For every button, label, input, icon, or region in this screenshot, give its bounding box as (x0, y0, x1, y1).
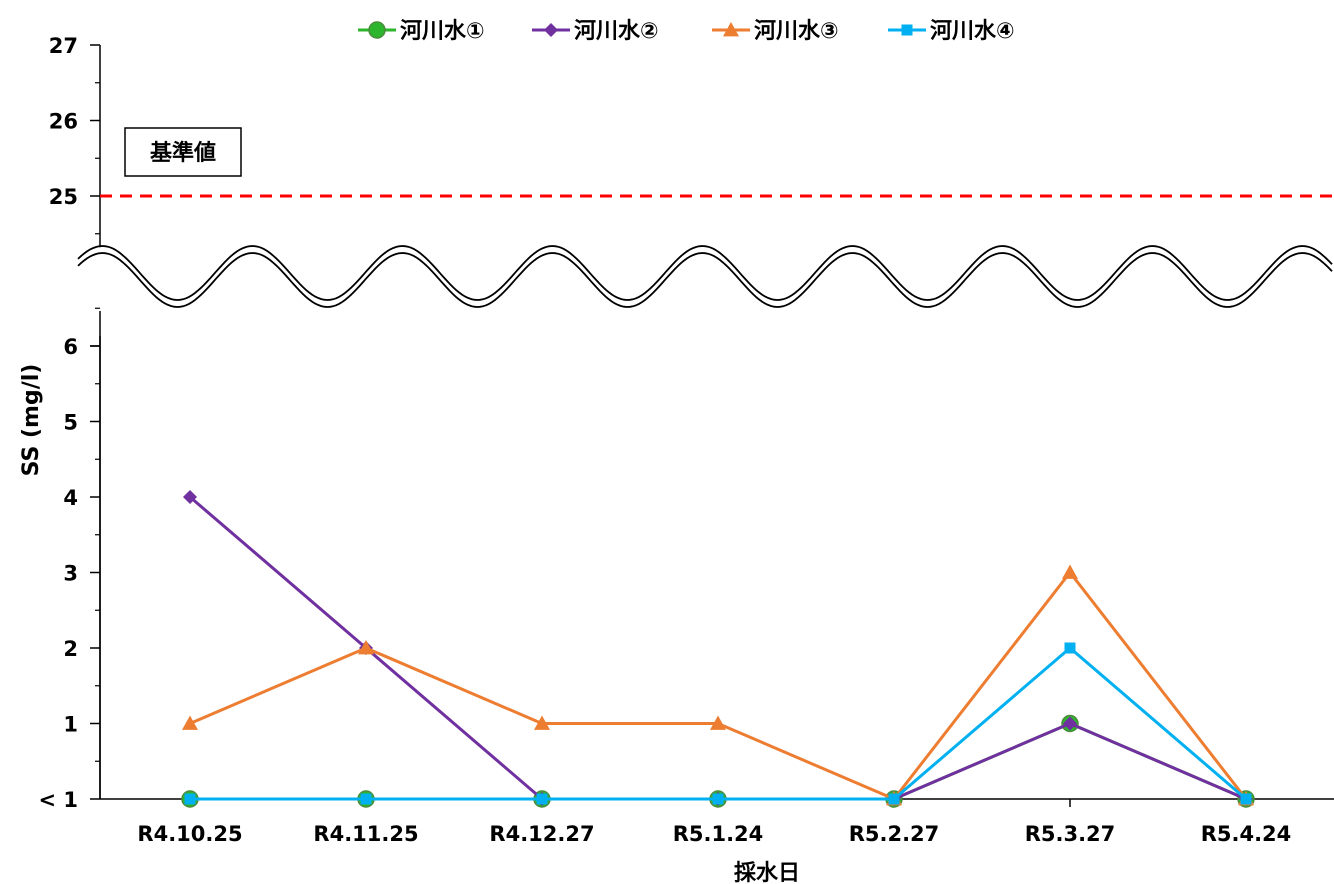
y-tick-label: 1 (63, 713, 78, 737)
y-tick-label: 26 (49, 110, 78, 134)
series-3 (182, 564, 1254, 806)
series-group (181, 490, 1255, 808)
data-point (534, 715, 550, 730)
reference-annotation-box (124, 127, 242, 177)
legend-marker (901, 24, 913, 36)
y-tick-label: 4 (63, 486, 78, 510)
legend-item: 河川水① (358, 19, 485, 44)
y-tick-label: 25 (49, 185, 78, 209)
series-2 (183, 490, 1253, 806)
data-point (712, 793, 724, 805)
data-point (183, 490, 197, 504)
legend-label: 河川水② (574, 19, 659, 44)
data-point (1064, 642, 1076, 654)
data-point (360, 793, 372, 805)
x-tick-label: R4.12.27 (489, 822, 594, 846)
y-tick-label: 2 (63, 637, 78, 661)
y-tick-label: 27 (49, 34, 78, 58)
data-point (710, 715, 726, 730)
legend: 河川水① 河川水② 河川水③ 河川水④ (358, 19, 1015, 44)
y-tick-label: 6 (63, 335, 78, 359)
series-line (190, 721, 1247, 801)
axis-break-line-lower (77, 252, 1333, 308)
legend-label: 河川水① (400, 19, 485, 44)
legend-label: 河川水④ (930, 19, 1015, 44)
x-tick-label: R4.11.25 (313, 822, 418, 846)
legend-item: 河川水④ (888, 19, 1015, 44)
series-line (189, 495, 1247, 801)
x-tick-label: R5.1.24 (673, 822, 764, 846)
legend-item: 河川水③ (712, 19, 839, 44)
series-line (189, 570, 1248, 801)
legend-label: 河川水③ (754, 19, 839, 44)
axis-break-line-upper (77, 245, 1333, 301)
data-point (184, 793, 196, 805)
y-tick-label: < 1 (38, 788, 78, 812)
x-tick-label: R5.3.27 (1025, 822, 1116, 846)
reference-annotation: 基準値 (124, 127, 242, 177)
axes: < 1 1 2 3 4 5 6 25 26 27 R4.10.25 R4.11.25 R4.12.27 R… (19, 34, 1334, 884)
x-tick-label: R5.4.24 (1201, 822, 1292, 846)
data-point (358, 640, 374, 655)
legend-marker (723, 22, 739, 37)
data-point (1062, 564, 1078, 579)
series-4 (184, 642, 1252, 805)
x-tick-label: R4.10.25 (137, 822, 242, 846)
legend-marker (544, 23, 558, 37)
axis-break (77, 245, 1334, 799)
axis-break-fill (78, 247, 1334, 316)
y-tick-label: 5 (63, 411, 78, 435)
legend-marker (368, 21, 386, 39)
x-tick-label: R5.2.27 (849, 822, 940, 846)
data-point (1240, 793, 1252, 805)
data-point (536, 793, 548, 805)
data-point (1063, 716, 1077, 731)
reference-annotation-label: 基準値 (150, 140, 216, 166)
y-axis-title: SS (mg/l) (19, 364, 44, 477)
legend-item: 河川水② (532, 19, 659, 44)
y-tick-label: 3 (63, 562, 78, 586)
data-point (182, 715, 198, 730)
x-axis-title: 採水日 (734, 861, 800, 884)
data-point (888, 793, 900, 805)
